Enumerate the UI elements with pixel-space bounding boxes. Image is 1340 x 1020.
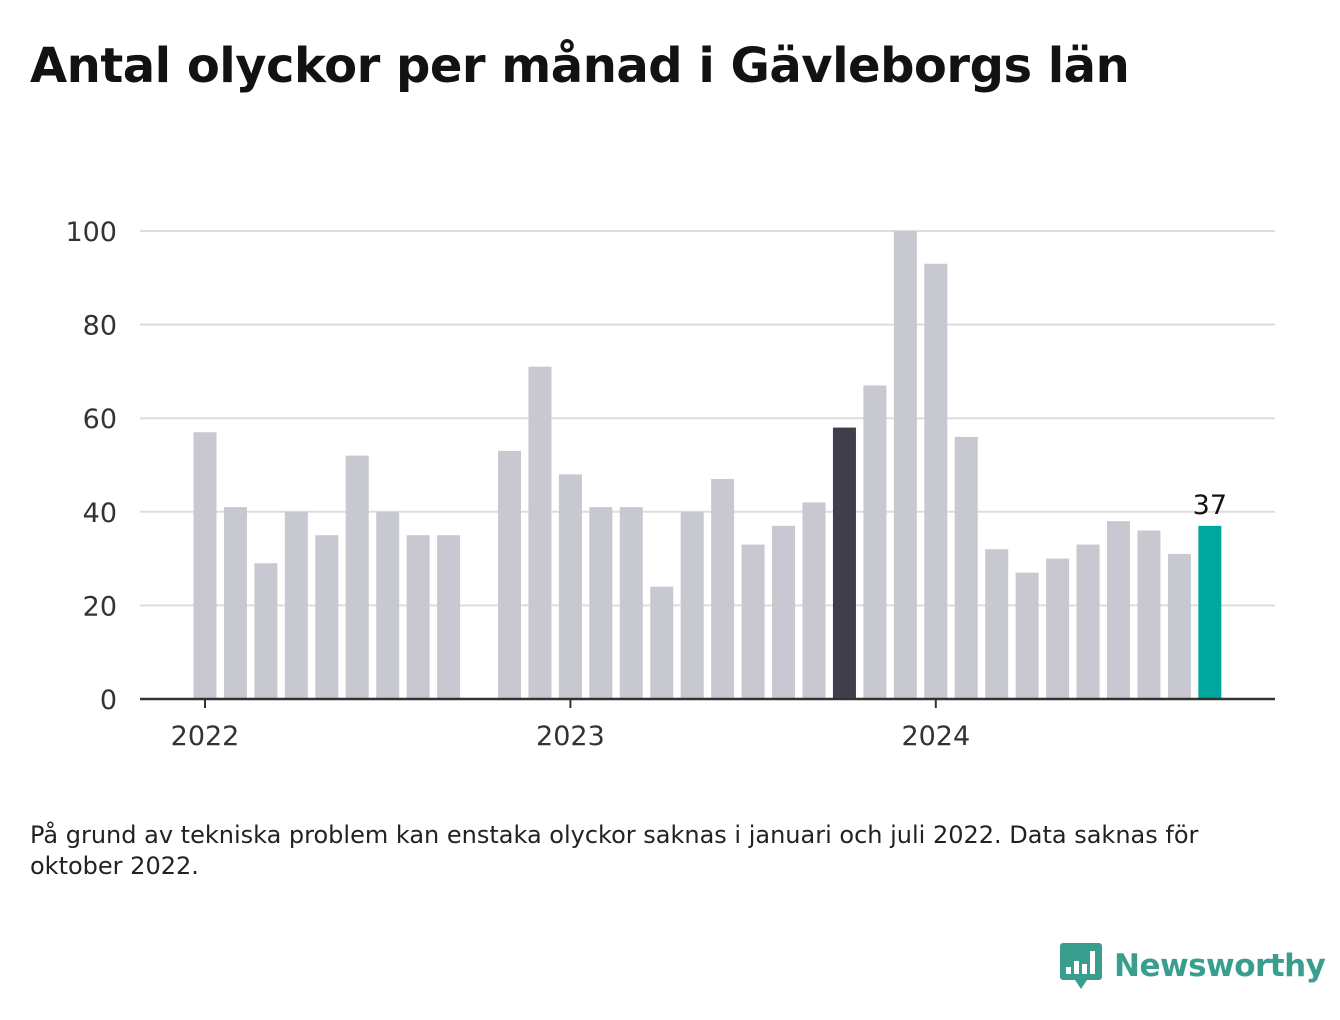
bar xyxy=(315,535,339,699)
x-tick-label: 2024 xyxy=(901,721,970,752)
bar xyxy=(376,511,400,699)
bar xyxy=(406,535,430,699)
bar xyxy=(558,474,582,699)
y-tick-label: 0 xyxy=(100,685,117,716)
bar xyxy=(437,535,461,699)
y-tick-label: 20 xyxy=(83,591,117,622)
bar-chart: 0 20 40 60 80 100 2022 2023 2024 37 xyxy=(65,217,1275,752)
bar xyxy=(284,511,308,699)
bar xyxy=(223,507,247,699)
bar xyxy=(1107,521,1130,699)
bar xyxy=(802,502,826,699)
newsworthy-logo-icon xyxy=(1060,943,1102,989)
bar xyxy=(1137,530,1161,699)
y-tick-label: 80 xyxy=(83,311,117,342)
bar xyxy=(589,507,613,699)
data-label: 37 xyxy=(1193,490,1227,521)
bar xyxy=(193,432,217,699)
footnote: På grund av tekniska problem kan enstaka… xyxy=(30,821,1199,880)
bar xyxy=(985,549,1009,699)
bar xyxy=(924,263,948,699)
bar xyxy=(498,450,521,699)
bar xyxy=(345,455,369,699)
chart-title: Antal olyckor per månad i Gävleborgs län xyxy=(30,38,1130,94)
bar xyxy=(954,436,978,699)
bar xyxy=(893,231,917,699)
bar xyxy=(832,427,856,699)
bar xyxy=(1198,525,1222,699)
bar xyxy=(1076,544,1100,699)
bar xyxy=(680,511,704,699)
x-tick-label: 2023 xyxy=(536,721,605,752)
bar xyxy=(1046,558,1070,699)
bar xyxy=(1015,572,1039,699)
bar xyxy=(772,525,796,699)
bar xyxy=(741,544,765,699)
y-tick-label: 100 xyxy=(65,217,117,248)
y-tick-label: 60 xyxy=(83,404,117,435)
bar xyxy=(619,507,643,699)
brand-logo[interactable]: Newsworthy xyxy=(1060,940,1326,992)
y-tick-label: 40 xyxy=(83,498,117,529)
bar xyxy=(254,563,278,699)
bar xyxy=(528,366,552,699)
bar xyxy=(650,586,674,699)
bar xyxy=(1167,553,1191,699)
bar xyxy=(711,479,735,699)
x-tick-label: 2022 xyxy=(171,721,240,752)
brand-name: Newsworthy xyxy=(1114,948,1326,984)
bar xyxy=(863,385,887,699)
